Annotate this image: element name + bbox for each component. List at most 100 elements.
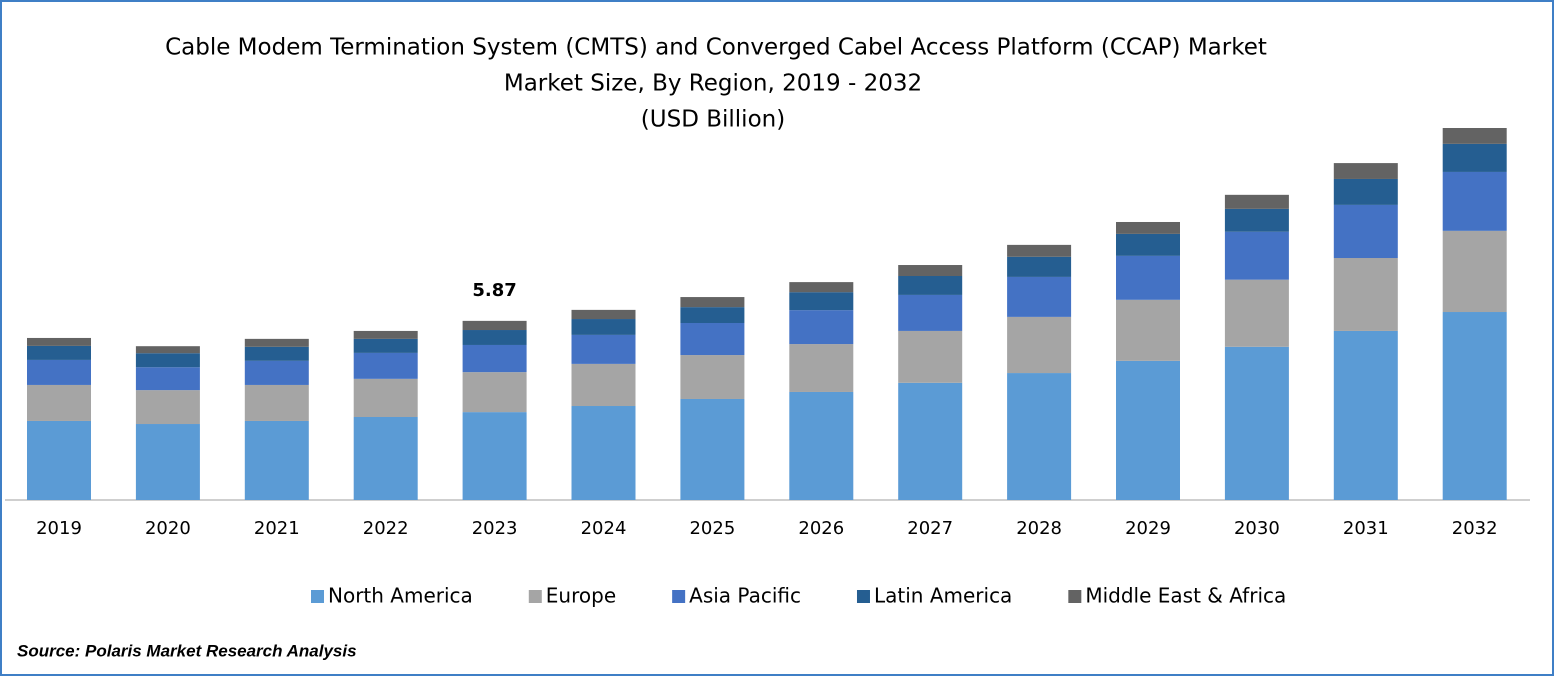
bar-segment xyxy=(1333,330,1398,500)
bar-segment xyxy=(1333,178,1398,205)
bar-segment xyxy=(898,294,963,331)
bar-segment xyxy=(680,297,745,308)
bar-segment xyxy=(898,382,963,500)
bar-segment xyxy=(1333,163,1398,179)
bar-segment xyxy=(1442,230,1507,313)
bar-segment xyxy=(27,384,91,421)
bar-segment xyxy=(898,265,963,277)
bar-segment xyxy=(1007,316,1072,374)
bar-segment xyxy=(1442,171,1507,231)
x-tick-label: 2021 xyxy=(254,518,300,539)
bar-segment xyxy=(244,346,309,361)
bar-segment xyxy=(1116,221,1180,234)
x-tick-label: 2024 xyxy=(581,518,627,539)
bar-segment xyxy=(1116,233,1180,256)
bar-segment xyxy=(898,276,963,295)
bar-segment xyxy=(789,391,854,500)
bar-segment xyxy=(571,406,636,500)
x-tick-label: 2032 xyxy=(1452,518,1498,539)
bar-segment xyxy=(135,367,200,391)
bar-segment xyxy=(680,307,745,324)
bar-segment xyxy=(1224,194,1289,209)
bar-segment xyxy=(244,360,309,385)
legend-swatch xyxy=(311,590,324,603)
bar-segment xyxy=(353,416,418,500)
bar-segment xyxy=(1116,255,1180,300)
bar-segment xyxy=(135,353,200,368)
legend-swatch xyxy=(528,590,542,603)
bar-segment xyxy=(1007,276,1072,317)
source: Source: Polaris Market Research Analysis xyxy=(17,641,357,660)
bar-segment xyxy=(1116,299,1180,361)
bar-segment xyxy=(789,282,854,293)
bar-segment xyxy=(244,338,309,347)
x-tick-label: 2030 xyxy=(1234,518,1280,539)
bar-segment xyxy=(1224,208,1289,232)
bar-segment xyxy=(680,323,745,356)
bar-segment xyxy=(244,420,309,500)
x-tick-label: 2019 xyxy=(36,518,82,539)
bar-segment xyxy=(135,390,200,425)
legend-label: Middle East & Africa xyxy=(1085,584,1286,608)
bar-segment xyxy=(27,345,91,360)
x-tick-label: 2029 xyxy=(1125,518,1171,539)
bar-segment xyxy=(1007,244,1072,257)
x-tick-label: 2022 xyxy=(363,518,409,539)
bar-segment xyxy=(1442,312,1507,500)
bar-segment xyxy=(135,346,200,354)
bar-segment xyxy=(1007,373,1072,500)
bar-segment xyxy=(244,384,309,421)
bar-segment xyxy=(462,344,527,373)
bar-segment xyxy=(353,352,418,379)
bar-segment xyxy=(680,398,745,500)
bar-segment xyxy=(353,378,418,417)
x-tick-label: 2027 xyxy=(907,518,953,539)
legend-swatch xyxy=(1068,590,1082,603)
bar-segment xyxy=(27,337,91,346)
bar-segment xyxy=(1116,360,1180,500)
bar-segment xyxy=(353,330,418,339)
bar-segment xyxy=(1442,128,1507,144)
bar-segment xyxy=(462,320,527,331)
bar-segment xyxy=(789,344,854,392)
bar-segment xyxy=(898,330,963,383)
bar-segment xyxy=(462,412,527,500)
legend-swatch xyxy=(672,590,686,603)
bar-segment xyxy=(1007,256,1072,277)
chart-unit: (USD Billion) xyxy=(641,107,785,133)
bar-segment xyxy=(1224,231,1289,280)
bar-segment xyxy=(462,372,527,413)
legend-label: Europe xyxy=(546,584,616,608)
bar-segment xyxy=(571,363,636,407)
bar-segment xyxy=(1224,279,1289,347)
x-tick-label: 2023 xyxy=(472,518,518,539)
bar-segment xyxy=(462,330,527,345)
bar-segment xyxy=(353,338,418,353)
data-label: 5.87 xyxy=(472,280,516,301)
legend-label: Latin America xyxy=(874,584,1012,608)
chart-title: Cable Modem Termination System (CMTS) an… xyxy=(165,35,1267,61)
bar-segment xyxy=(789,310,854,345)
bar-segment xyxy=(571,309,636,320)
bar-segment xyxy=(27,359,91,385)
bar-segment xyxy=(789,292,854,311)
chart-subtitle: Market Size, By Region, 2019 - 2032 xyxy=(504,71,922,97)
bar-segment xyxy=(1333,258,1398,331)
x-tick-label: 2025 xyxy=(689,518,735,539)
bar-segment xyxy=(135,424,200,500)
bar-segment xyxy=(571,319,636,335)
legend-swatch xyxy=(856,590,870,603)
legend-label: North America xyxy=(328,584,473,608)
bar-segment xyxy=(1224,346,1289,500)
x-tick-label: 2031 xyxy=(1343,518,1389,539)
legend-label: Asia Pacific xyxy=(689,584,801,608)
bar-segment xyxy=(571,334,636,364)
bar-segment xyxy=(27,420,91,500)
x-tick-label: 2026 xyxy=(798,518,844,539)
x-tick-label: 2028 xyxy=(1016,518,1062,539)
bar-segment xyxy=(1333,204,1398,259)
bar-segment xyxy=(1442,143,1507,172)
x-tick-label: 2020 xyxy=(145,518,191,539)
